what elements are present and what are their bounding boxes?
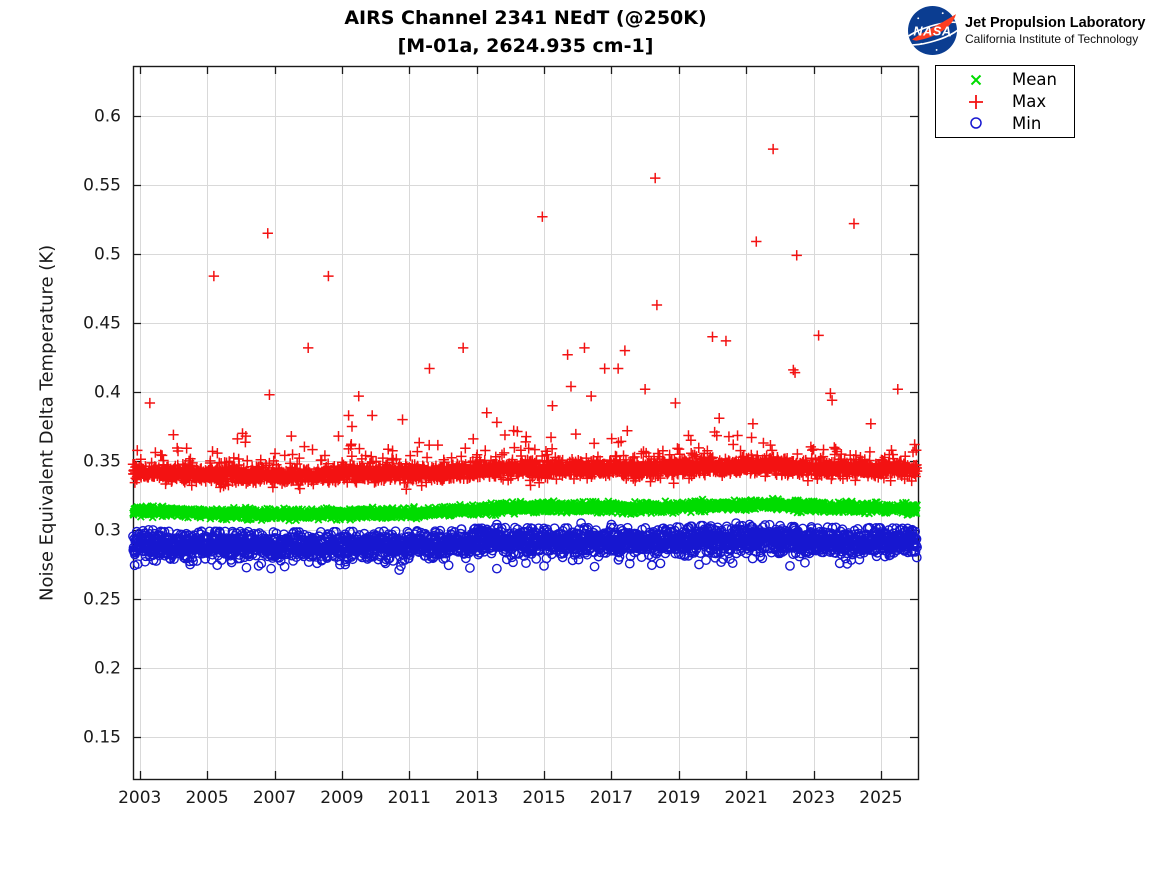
legend-item-min: Min [936, 112, 1074, 134]
legend-label-mean: Mean [1012, 70, 1057, 90]
jpl-logo-block: NASA Jet Propulsion Laboratory Californi… [908, 6, 1145, 55]
page-title: AIRS Channel 2341 NEdT (@250K) [344, 7, 707, 29]
min-circle-marker-icon [970, 117, 982, 129]
legend-label-max: Max [1012, 92, 1047, 111]
caltech-name: California Institute of Technology [965, 32, 1139, 46]
legend-item-max: Max [936, 91, 1074, 113]
legend-item-mean: Mean [936, 69, 1074, 91]
page-subtitle: [M-01a, 2624.935 cm-1] [397, 35, 654, 57]
y-axis-label: Noise Equivalent Delta Temperature (K) [36, 244, 58, 601]
mean-x-marker-icon [970, 74, 982, 86]
jpl-logo-text: Jet Propulsion Laboratory California Ins… [965, 14, 1145, 47]
jpl-name: Jet Propulsion Laboratory [965, 15, 1146, 31]
legend-label-min: Min [1012, 113, 1042, 133]
chart-legend: Mean Max Min [935, 65, 1075, 138]
chart-title: AIRS Channel 2341 NEdT (@250K) [M-01a, 2… [133, 4, 918, 60]
nasa-logo-icon: NASA [908, 6, 957, 55]
svg-text:NASA: NASA [913, 24, 951, 39]
max-plus-marker-icon [969, 94, 983, 109]
